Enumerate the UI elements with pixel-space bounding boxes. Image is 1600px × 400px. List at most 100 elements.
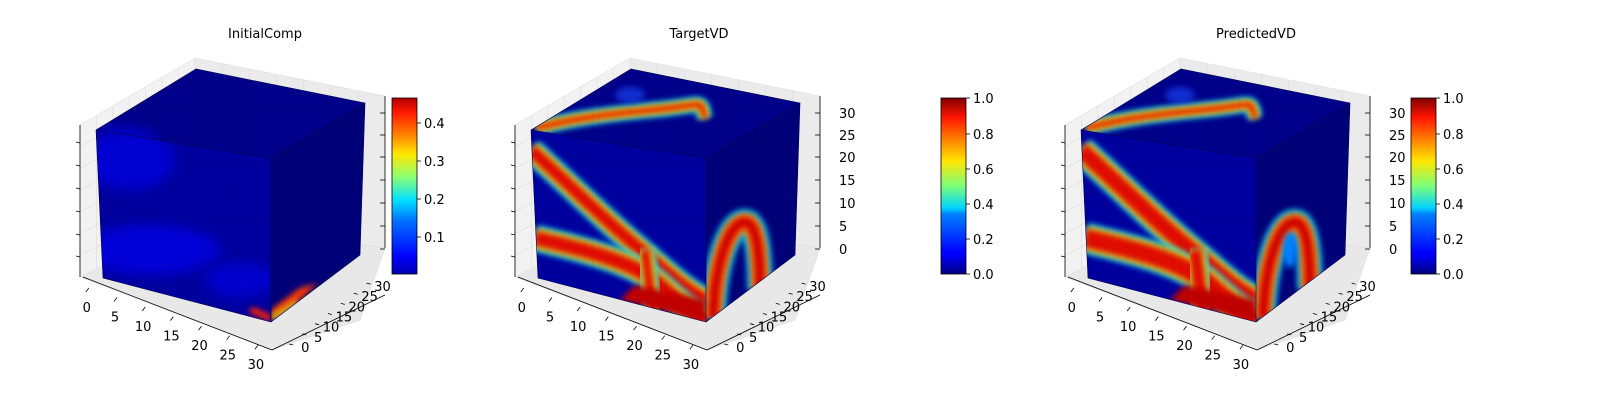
panel-initialcomp: 051015202530051015202530InitialComp0.10.… — [75, 27, 445, 373]
z-tick-label: 25 — [839, 129, 856, 144]
panel-title: PredictedVD — [1216, 27, 1296, 42]
x-tick-label: 30 — [1233, 358, 1250, 373]
x-tick-mark — [633, 325, 637, 331]
y-tick-label: 25 — [796, 290, 813, 305]
z-tick-mark-left — [75, 164, 81, 167]
y-tick-mark — [737, 333, 742, 336]
colorbar — [1410, 97, 1437, 275]
x-axis-line — [517, 276, 708, 351]
x-tick-label: 15 — [598, 330, 615, 345]
y-tick-mark — [289, 343, 294, 346]
x-tick-label: 10 — [570, 320, 587, 335]
x-tick-mark — [226, 335, 231, 340]
x-tick-mark — [548, 297, 553, 302]
front-face-content — [1081, 130, 1256, 322]
colorbar-tick-label: 0.1 — [424, 231, 445, 246]
z-tick-mark-left — [1060, 210, 1066, 213]
z-tick-mark-left — [1060, 164, 1066, 167]
x-tick-mark — [1239, 344, 1244, 350]
colorbar-tick-label: 0.2 — [1443, 233, 1464, 248]
colorbar-tick-label: 0.0 — [1443, 268, 1464, 283]
y-axis-line — [1256, 294, 1371, 351]
colorbar-tick-label: 0.2 — [973, 233, 994, 248]
x-tick-mark — [85, 287, 90, 293]
cube-edge — [530, 68, 801, 131]
z-tick-mark-left — [75, 187, 81, 190]
x-tick-mark — [689, 344, 694, 350]
y-tick-label: 30 — [1359, 280, 1376, 295]
x-tick-mark — [113, 297, 118, 302]
y-tick-label: 5 — [1299, 331, 1307, 346]
y-tick-label: 25 — [361, 290, 378, 305]
y-tick-mark — [353, 292, 358, 295]
x-axis-line — [1067, 276, 1258, 351]
cube-edge — [1080, 68, 1351, 131]
y-tick-mark — [1274, 343, 1279, 346]
x-axis-line — [82, 276, 273, 351]
y-tick-mark — [1351, 282, 1356, 285]
y-tick-mark — [749, 323, 755, 326]
cube-edge — [95, 68, 366, 131]
z-tick-mark-left — [1060, 187, 1066, 190]
y-tick-label: 10 — [1308, 321, 1325, 336]
y-tick-mark — [1287, 333, 1292, 336]
x-tick-label: 20 — [1176, 339, 1193, 354]
y-tick-label: 0 — [1286, 341, 1294, 356]
x-tick-mark — [1098, 297, 1103, 302]
y-tick-label: 15 — [1321, 311, 1338, 326]
panel-title: InitialComp — [228, 27, 302, 42]
z-tick-label: 30 — [839, 107, 856, 122]
z-tick-label: 10 — [839, 197, 856, 212]
y-tick-mark — [1299, 323, 1305, 326]
x-tick-label: 5 — [546, 311, 554, 326]
z-tick-label: 20 — [839, 151, 856, 166]
z-tick-mark-left — [1060, 141, 1066, 144]
x-tick-label: 30 — [683, 358, 700, 373]
y-axis-line — [706, 294, 821, 351]
x-tick-mark — [254, 344, 259, 350]
y-tick-mark — [327, 313, 333, 315]
y-tick-label: 20 — [349, 300, 366, 315]
y-tick-label: 0 — [301, 341, 309, 356]
x-tick-mark — [576, 306, 581, 312]
z-tick-label: 25 — [1389, 129, 1406, 144]
x-tick-mark — [170, 316, 174, 321]
colorbar-tick-label: 0.8 — [1443, 128, 1464, 143]
y-tick-mark — [314, 323, 320, 326]
y-tick-mark — [302, 333, 307, 336]
colorbar-tick-label: 0.3 — [424, 155, 445, 170]
colorbar-tick-label: 0.6 — [973, 163, 994, 178]
x-tick-label: 0 — [83, 301, 91, 316]
x-tick-label: 25 — [654, 349, 671, 364]
z-tick-mark-left — [75, 233, 81, 236]
x-tick-label: 5 — [111, 311, 119, 326]
colorbar-tick-label: 0.8 — [973, 128, 994, 143]
y-tick-mark — [762, 313, 768, 315]
panel-title: TargetVD — [668, 27, 728, 42]
x-tick-mark — [1070, 287, 1075, 293]
x-tick-mark — [1155, 316, 1159, 321]
y-tick-mark — [788, 292, 793, 295]
z-tick-label: 30 — [1389, 107, 1406, 122]
z-tick-label: 15 — [839, 174, 856, 189]
x-tick-label: 30 — [248, 358, 265, 373]
y-tick-mark — [1325, 302, 1330, 305]
y-tick-label: 0 — [736, 341, 744, 356]
z-tick-label: 15 — [1389, 174, 1406, 189]
x-tick-label: 10 — [1120, 320, 1137, 335]
colorbar-tick-label: 0.4 — [424, 117, 445, 132]
y-tick-label: 5 — [314, 331, 322, 346]
colorbar-tick-label: 1.0 — [1443, 92, 1464, 107]
y-tick-mark — [1312, 313, 1318, 315]
z-tick-label: 0 — [1389, 243, 1397, 258]
x-tick-label: 10 — [135, 320, 152, 335]
colorbar-tick-label: 0.0 — [973, 268, 994, 283]
cube-edge — [1255, 102, 1351, 323]
cube-edge — [705, 102, 801, 323]
y-tick-label: 20 — [784, 300, 801, 315]
y-tick-label: 25 — [1346, 290, 1363, 305]
x-tick-label: 25 — [219, 349, 236, 364]
z-tick-mark-left — [75, 141, 81, 144]
x-tick-mark — [1183, 325, 1187, 331]
